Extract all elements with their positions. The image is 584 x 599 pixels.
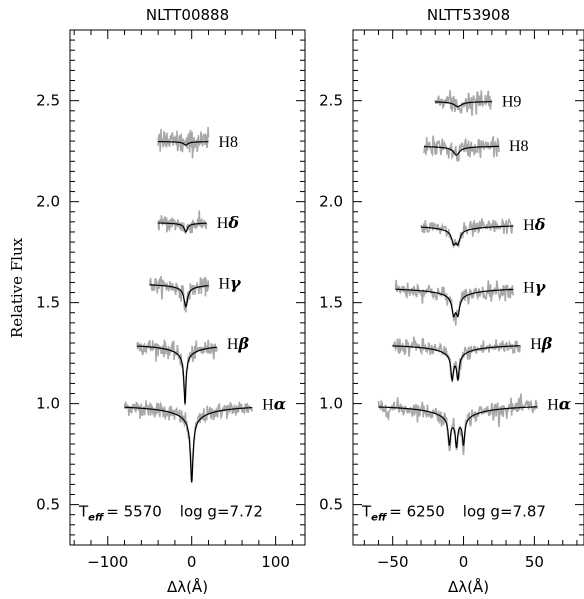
panel-title: NLTT00888 bbox=[146, 6, 229, 24]
model-fit-line bbox=[136, 345, 218, 404]
observed-spectrum bbox=[148, 276, 210, 313]
y-axis-label: Relative Flux bbox=[8, 237, 26, 338]
x-tick-label: −100 bbox=[87, 553, 128, 571]
model-fit-line bbox=[421, 225, 514, 246]
y-tick-label: 0.5 bbox=[36, 496, 60, 514]
series-label: Hγ bbox=[218, 273, 242, 292]
observed-spectrum bbox=[377, 393, 538, 455]
observed-spectrum bbox=[157, 126, 210, 159]
series-label: Hγ bbox=[523, 277, 547, 296]
observed-spectrum bbox=[434, 90, 493, 116]
series-label: H9 bbox=[502, 94, 522, 111]
x-axis-label: Δλ(Å) bbox=[167, 577, 208, 596]
panel-title: NLTT53908 bbox=[427, 6, 510, 24]
y-tick-label: 1.5 bbox=[36, 294, 60, 312]
y-tick-label: 1.0 bbox=[319, 395, 343, 413]
model-fit-line bbox=[158, 141, 209, 146]
model-fit-line bbox=[392, 345, 521, 383]
series-label: Hα bbox=[547, 395, 571, 414]
y-tick-label: 2.0 bbox=[36, 193, 60, 211]
x-tick-label: 0 bbox=[459, 553, 469, 571]
series-label: Hα bbox=[262, 395, 286, 414]
x-tick-label: 0 bbox=[187, 553, 197, 571]
observed-spectrum bbox=[423, 135, 500, 162]
observed-spectrum bbox=[420, 217, 514, 250]
plot-frame bbox=[352, 29, 584, 546]
y-tick-label: 1.0 bbox=[36, 395, 60, 413]
observed-spectrum bbox=[157, 210, 208, 234]
model-fit-line bbox=[395, 288, 514, 318]
series-label: Hβ bbox=[227, 334, 250, 353]
series-label: H8 bbox=[509, 138, 529, 155]
plot-frame bbox=[69, 29, 306, 546]
model-fit-line bbox=[435, 101, 492, 108]
teff-logg-annotation: Teff = 6250 log g=7.87 bbox=[361, 503, 546, 524]
series-label: Hδ bbox=[523, 215, 546, 234]
panel-2: NLTT53908 0.5 1.0 1.5 2.0 2.5 −50 0 50 Δλ(Å) Hα Hβ H… bbox=[319, 6, 584, 596]
observed-spectrum bbox=[123, 400, 253, 483]
model-fit-line bbox=[423, 145, 499, 156]
y-tick-label: 2.5 bbox=[36, 92, 60, 110]
y-tick-label: 2.5 bbox=[319, 92, 343, 110]
x-tick-label: 100 bbox=[261, 553, 290, 571]
y-tick-label: 2.0 bbox=[319, 193, 343, 211]
model-fit-line bbox=[378, 406, 538, 449]
panel-1: NLTT00888 0.5 1.0 1.5 2.0 2.5 −100 0 100 Δλ(Å) Hα H… bbox=[36, 6, 306, 596]
series-label: H8 bbox=[218, 134, 238, 151]
series-label: Hδ bbox=[217, 213, 240, 232]
y-tick-label: 1.5 bbox=[319, 294, 343, 312]
x-tick-label: 50 bbox=[525, 553, 544, 571]
y-tick-label: 0.5 bbox=[319, 496, 343, 514]
observed-spectrum bbox=[394, 279, 514, 326]
x-tick-label: −50 bbox=[377, 553, 409, 571]
model-fit-line bbox=[149, 284, 209, 308]
observed-spectrum bbox=[391, 336, 521, 381]
model-fit-line bbox=[124, 406, 253, 483]
model-fit-line bbox=[157, 222, 207, 233]
x-axis-label: Δλ(Å) bbox=[448, 577, 489, 596]
teff-logg-annotation: Teff = 5570 log g=7.72 bbox=[78, 503, 263, 524]
series-label: Hβ bbox=[530, 334, 553, 353]
